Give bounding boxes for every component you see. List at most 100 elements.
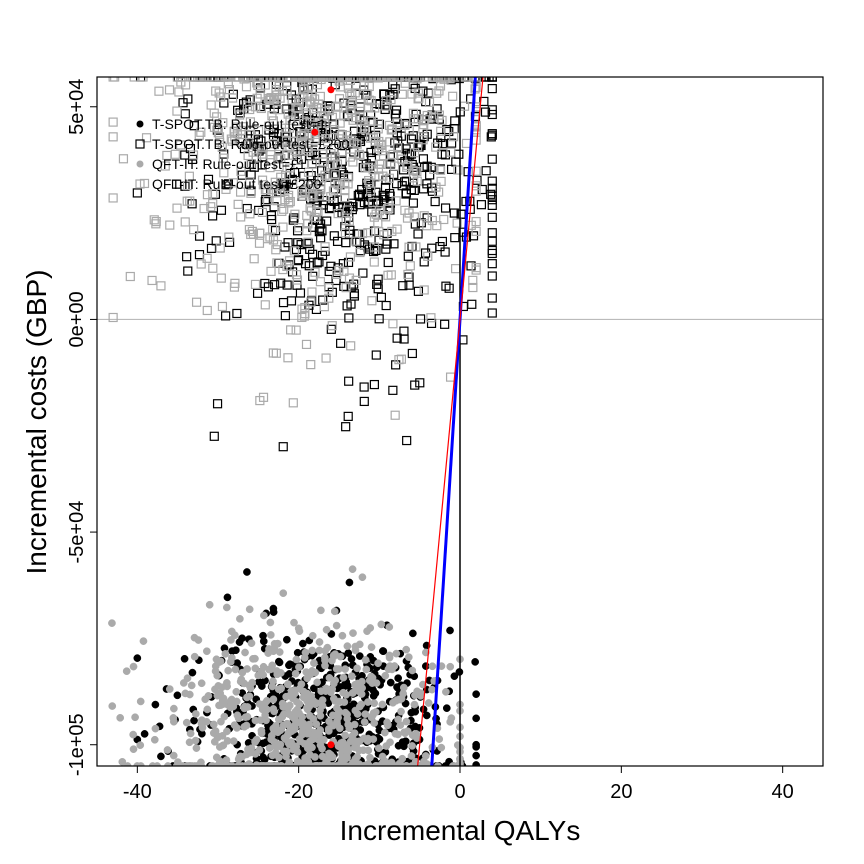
data-point [472, 690, 480, 699]
data-point [331, 102, 341, 112]
series-3 [108, 77, 481, 420]
data-point [339, 111, 349, 121]
data-point [306, 751, 314, 759]
data-point [413, 77, 423, 82]
data-point [442, 688, 450, 696]
data-point [303, 90, 313, 100]
data-point [108, 312, 118, 323]
data-point [358, 191, 368, 201]
data-point [458, 227, 468, 237]
data-point [397, 707, 405, 716]
data-point [331, 275, 341, 286]
data-point [435, 165, 446, 175]
data-point [147, 275, 157, 286]
data-point [336, 338, 346, 348]
legend-label: QFT-IT: Rule-out test=£200 [152, 176, 321, 192]
data-point [401, 77, 411, 82]
data-point [209, 431, 219, 441]
data-point [257, 149, 267, 159]
data-point [237, 137, 247, 148]
data-point [387, 124, 397, 134]
data-point [317, 226, 327, 236]
data-point [216, 273, 226, 283]
data-point [472, 714, 480, 723]
data-point [355, 652, 364, 660]
data-point [374, 235, 384, 245]
data-point [439, 77, 449, 82]
data-point [243, 568, 251, 576]
data-point [487, 271, 497, 281]
data-point [413, 687, 421, 696]
data-point [487, 176, 497, 186]
data-point [439, 214, 449, 225]
data-point [280, 195, 290, 205]
data-point [157, 752, 165, 761]
data-point [169, 714, 178, 722]
data-point [386, 270, 396, 280]
data-point [189, 225, 199, 235]
data-point [255, 700, 264, 708]
data-point [471, 263, 481, 273]
data-point [187, 681, 196, 690]
data-point [428, 662, 437, 671]
data-point [352, 737, 360, 746]
data-point [190, 652, 199, 661]
data-point [292, 655, 301, 664]
data-point [389, 698, 397, 707]
data-point [487, 200, 497, 210]
data-point [394, 674, 402, 683]
data-point [108, 702, 117, 710]
y-tick-label: -1e+05 [66, 713, 88, 776]
data-point [442, 704, 451, 712]
data-point [140, 730, 149, 738]
data-point [333, 719, 341, 728]
data-point [264, 649, 273, 657]
data-point [256, 103, 266, 114]
data-point [311, 668, 320, 677]
data-point [328, 711, 337, 720]
data-point [281, 170, 291, 181]
data-point [149, 215, 159, 225]
data-point [353, 664, 361, 673]
data-point [256, 716, 265, 725]
data-point [260, 300, 270, 310]
data-point [423, 251, 433, 261]
data-point [329, 231, 339, 241]
data-point [212, 655, 221, 664]
data-point [245, 681, 254, 690]
data-point [241, 82, 252, 92]
data-point [270, 280, 280, 290]
data-point [307, 249, 318, 259]
data-point [428, 77, 438, 82]
data-point [218, 732, 227, 740]
data-point [340, 698, 349, 706]
data-point [220, 712, 229, 721]
data-point [306, 170, 316, 181]
data-point [279, 589, 288, 598]
data-point [344, 313, 354, 323]
data-point [465, 196, 475, 206]
data-point [245, 117, 256, 127]
data-point [231, 631, 239, 640]
threshold-line-blue [430, 77, 477, 766]
data-point [241, 648, 249, 657]
data-point [427, 215, 437, 226]
data-point [255, 746, 264, 754]
data-point [334, 134, 345, 144]
data-point [407, 762, 416, 766]
data-point [271, 84, 281, 95]
data-point [172, 203, 182, 213]
data-point [440, 203, 451, 213]
data-point [304, 723, 313, 732]
data-point [251, 654, 259, 663]
data-point [208, 263, 218, 273]
data-point [361, 710, 370, 719]
data-point [315, 638, 324, 646]
data-point [390, 109, 400, 119]
data-point [468, 282, 478, 293]
data-point [218, 118, 228, 128]
data-point [283, 635, 291, 644]
data-point [232, 308, 242, 319]
data-point [368, 197, 378, 207]
data-point [129, 662, 138, 671]
